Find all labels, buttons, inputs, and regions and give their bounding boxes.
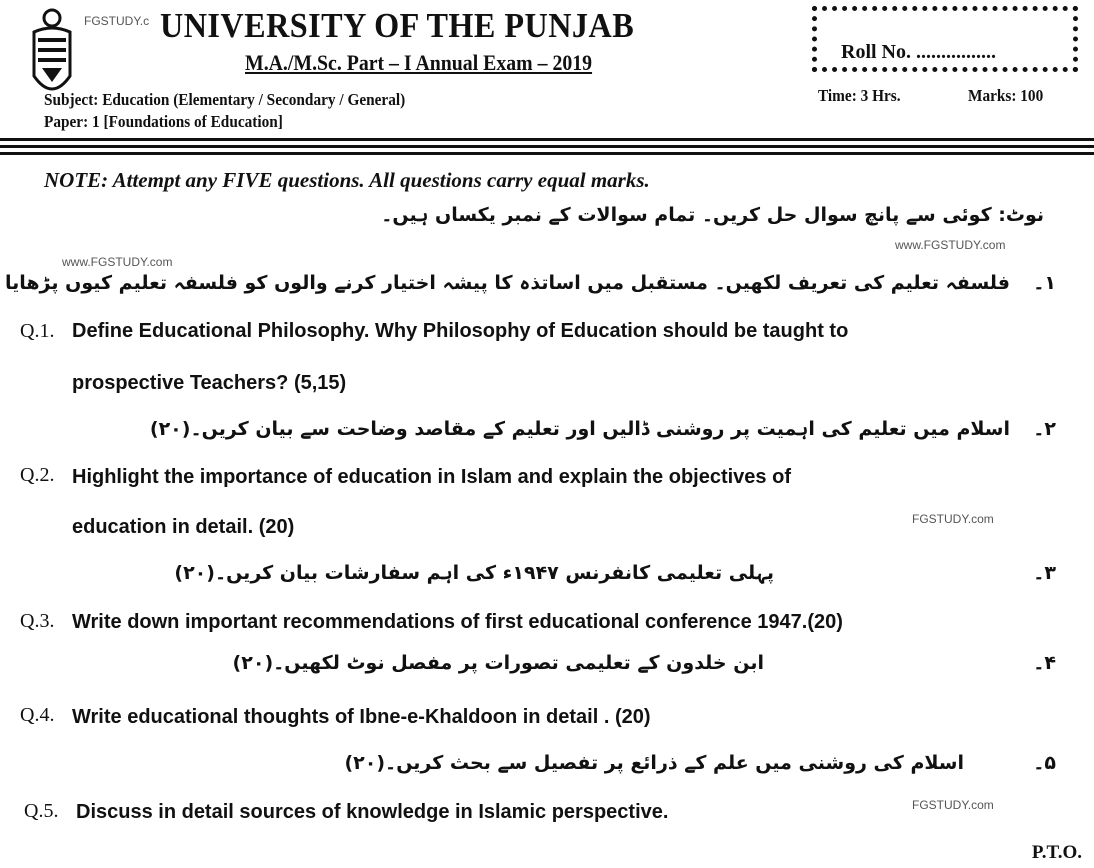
- question-urdu-text: اسلام میں تعلیم کی اہمیت پر روشنی ڈالیں …: [149, 418, 1010, 440]
- question-text: Write educational thoughts of Ibne-e-Kha…: [72, 706, 651, 728]
- watermark: www.FGSTUDY.com: [62, 255, 173, 269]
- question-urdu-text: فلسفہ تعلیم کی تعریف لکھیں۔ مستقبل میں ا…: [0, 272, 1010, 294]
- question-urdu-number: ۳۔: [1033, 562, 1056, 584]
- question-number: Q.4.: [20, 704, 55, 726]
- question-number: Q.5.: [24, 800, 59, 822]
- watermark: FGSTUDY.c: [84, 14, 150, 28]
- watermark: www.FGSTUDY.com: [895, 238, 1006, 252]
- paper-line: Paper: 1 [Foundations of Education]: [44, 112, 283, 131]
- pto-label: P.T.O.: [1031, 842, 1082, 863]
- question-text: prospective Teachers? (5,15): [72, 372, 347, 394]
- divider: [0, 152, 1094, 155]
- question-urdu-number: ۲۔: [1033, 418, 1056, 440]
- question-text: Highlight the importance of education in…: [72, 466, 791, 488]
- question-urdu-number: ۵۔: [1033, 752, 1056, 774]
- roll-number-label: Roll No. ................: [841, 41, 996, 63]
- note-english: NOTE: Attempt any FIVE questions. All qu…: [44, 168, 650, 192]
- watermark: FGSTUDY.com: [912, 512, 994, 526]
- watermark: FGSTUDY.com: [912, 798, 994, 812]
- question-number: Q.3.: [20, 610, 55, 632]
- note-urdu: نوٹ: کوئی سے پانچ سوال حل کریں۔ تمام سوا…: [381, 204, 1044, 226]
- university-crest-logo: [32, 8, 72, 91]
- divider: [0, 138, 1094, 141]
- exam-title: M.A./M.Sc. Part – I Annual Exam – 2019: [245, 50, 593, 75]
- roll-number-box: Roll No. ................: [812, 6, 1078, 72]
- question-urdu-number: ۱۔: [1033, 272, 1056, 294]
- question-urdu-text: ابن خلدون کے تعلیمی تصورات پر مفصل نوٹ ل…: [232, 652, 764, 674]
- question-urdu-text: اسلام کی روشنی میں علم کے ذرائع پر تفصیل…: [344, 752, 964, 774]
- time-label: Time: 3 Hrs.: [818, 86, 901, 105]
- question-urdu-text: پہلی تعلیمی کانفرنس ۱۹۴۷ء کی اہم سفارشات…: [174, 562, 774, 584]
- university-title: UNIVERSITY OF THE PUNJAB: [160, 6, 635, 45]
- marks-label: Marks: 100: [968, 86, 1044, 105]
- question-text: Write down important recommendations of …: [72, 611, 843, 633]
- subject-line: Subject: Education (Elementary / Seconda…: [44, 90, 406, 109]
- question-text: education in detail. (20): [72, 516, 295, 538]
- divider: [0, 145, 1094, 148]
- question-text: Discuss in detail sources of knowledge i…: [76, 801, 669, 823]
- question-text: Define Educational Philosophy. Why Philo…: [72, 320, 849, 342]
- question-number: Q.1.: [20, 320, 55, 342]
- question-number: Q.2.: [20, 464, 55, 486]
- question-urdu-number: ۴۔: [1033, 652, 1056, 674]
